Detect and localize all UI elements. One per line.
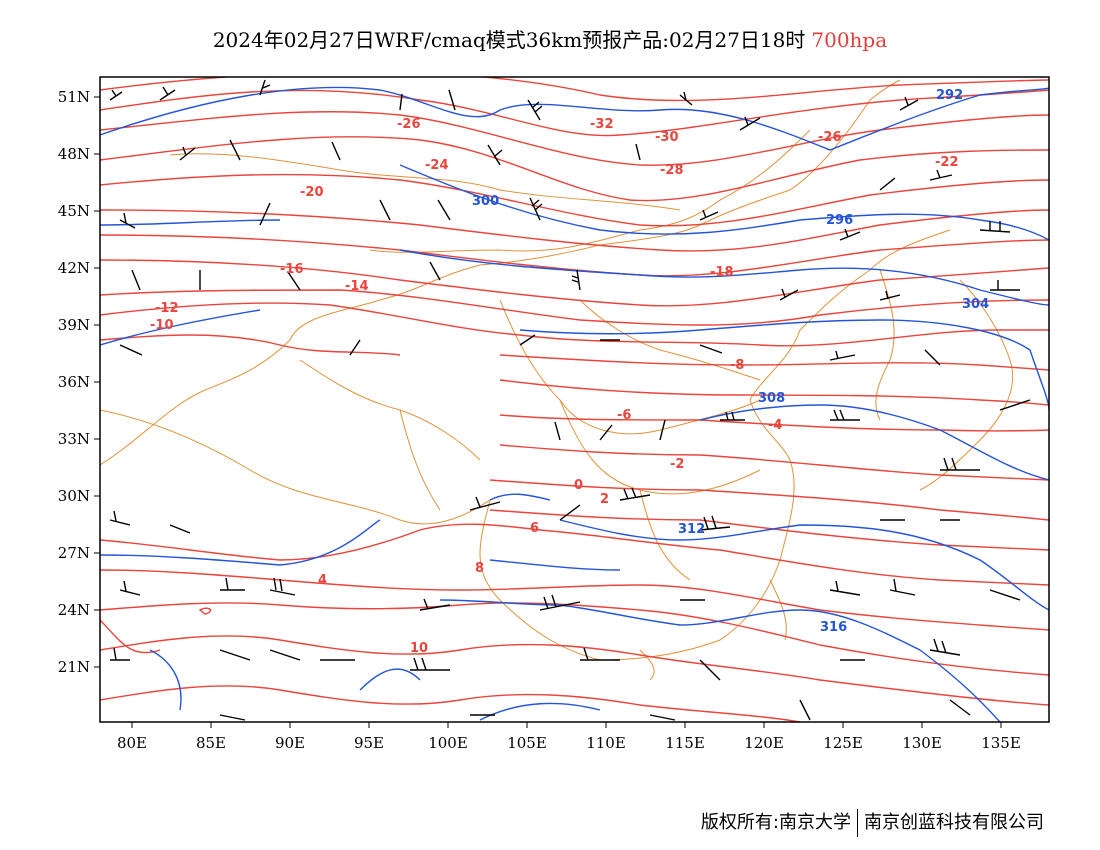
temp-label: 0 [574, 478, 583, 493]
height-isolines [100, 86, 1049, 722]
longitude-axis [131, 722, 1002, 728]
copyright-owner: 版权所有:南京大学 [700, 812, 851, 833]
temp-label: -32 [590, 117, 614, 132]
temp-label: -6 [617, 408, 631, 423]
height-label: 292 [936, 88, 963, 103]
temp-label: -8 [730, 358, 744, 373]
inner-provinces [499, 299, 761, 581]
height-label: 312 [678, 522, 705, 537]
lon-label: 105E [507, 734, 547, 752]
lon-label: 90E [275, 734, 305, 752]
title-level: 700hpa [811, 28, 888, 52]
temp-label: -2 [670, 457, 684, 472]
boundaries [100, 79, 1014, 681]
temp-label: 6 [530, 521, 539, 536]
footer-separator [857, 809, 858, 837]
lon-label: 85E [196, 734, 226, 752]
korea [875, 269, 895, 421]
temp-label: -26 [397, 117, 421, 132]
china-border [100, 79, 901, 466]
lon-label: 120E [744, 734, 784, 752]
temp-label: -20 [300, 185, 324, 200]
lon-label: 110E [586, 734, 626, 752]
lat-label: 39N [58, 316, 90, 334]
height-label: 304 [962, 297, 989, 312]
lat-label: 36N [58, 373, 90, 391]
temp-label: -14 [345, 279, 369, 294]
height-labels: 292 296 300 304 308 312 316 [472, 88, 989, 635]
lon-label: 100E [428, 734, 468, 752]
temp-label: -12 [155, 301, 179, 316]
lat-label: 42N [58, 259, 90, 277]
lat-label: 30N [58, 487, 90, 505]
copyright-footer: 版权所有:南京大学 南京创蓝科技有限公司 [701, 808, 1044, 837]
lon-label: 115E [665, 734, 705, 752]
temp-label: 10 [410, 641, 428, 656]
temp-label: -18 [710, 265, 734, 280]
lat-label: 45N [58, 202, 90, 220]
lat-label: 27N [58, 544, 90, 562]
plot-area [100, 77, 1049, 722]
height-label: 296 [826, 213, 853, 228]
lat-label: 33N [58, 430, 90, 448]
lat-label: 21N [58, 658, 90, 676]
temp-label: 8 [475, 561, 484, 576]
map-title: 2024年02月27日WRF/cmaq模式36km预报产品:02月27日18时 7… [0, 24, 1100, 53]
lon-label: 135E [981, 734, 1021, 752]
temp-label: -10 [150, 318, 174, 333]
copyright-company: 南京创蓝科技有限公司 [864, 812, 1044, 833]
lon-label: 125E [823, 734, 863, 752]
title-main: 2024年02月27日WRF/cmaq模式36km预报产品:02月27日18时 [212, 28, 806, 52]
lat-label: 51N [58, 88, 90, 106]
lat-label: 24N [58, 601, 90, 619]
temp-label: -24 [425, 158, 449, 173]
tibet-border [100, 409, 491, 525]
temp-label: 4 [318, 573, 327, 588]
temperature-labels: -32 -30 -28 -26 -26 -24 -22 -20 -18 -16 … [150, 117, 959, 656]
latitude-axis [94, 96, 100, 668]
east-coast [749, 229, 951, 561]
taiwan-hainan [639, 579, 787, 681]
mongolia-border [169, 153, 681, 211]
temp-label: -28 [660, 163, 684, 178]
map-frame [99, 76, 1050, 723]
japan [919, 279, 1014, 491]
temp-label: -22 [935, 155, 959, 170]
temp-label: -4 [768, 418, 782, 433]
temp-label: 2 [600, 492, 609, 507]
height-label: 316 [820, 620, 847, 635]
inner-provinces-2 [299, 299, 761, 511]
longitude-labels: 80E 85E 90E 95E 100E 105E 110E 115E 120E… [117, 734, 1021, 752]
height-label: 300 [472, 194, 499, 209]
lon-label: 130E [902, 734, 942, 752]
latitude-labels: 51N 48N 45N 42N 39N 36N 33N 30N 27N 24N … [58, 88, 90, 676]
temp-label: -30 [655, 130, 679, 145]
wind-barbs [109, 79, 1031, 721]
lon-label: 80E [117, 734, 147, 752]
lon-label: 95E [354, 734, 384, 752]
lat-label: 48N [58, 145, 90, 163]
height-label: 308 [758, 391, 785, 406]
temp-label: -16 [280, 262, 304, 277]
temp-label: -26 [818, 130, 842, 145]
